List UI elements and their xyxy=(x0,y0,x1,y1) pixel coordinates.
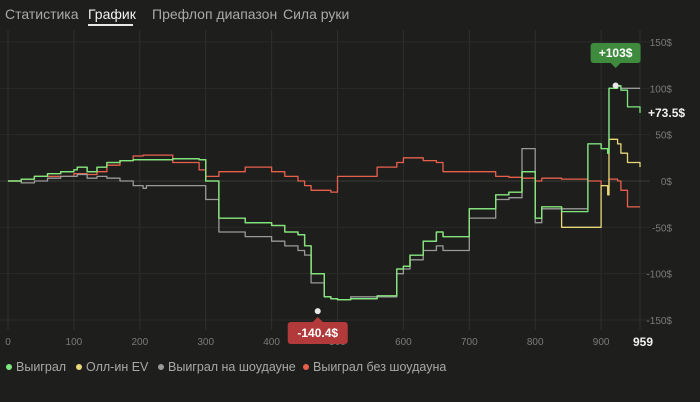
legend-dot-icon xyxy=(158,363,164,370)
x-tick-label: 700 xyxy=(461,337,478,348)
y-tick-label: 100$ xyxy=(650,84,673,95)
x-tick-label: 600 xyxy=(395,337,412,348)
tab-bar: Статистика График Префлоп диапазон Сила … xyxy=(0,0,700,32)
min-badge-pointer xyxy=(312,317,323,322)
x-tick-label: 0 xyxy=(5,337,11,348)
legend-item-allin-ev[interactable]: Олл-ин EV xyxy=(76,360,148,374)
min-badge xyxy=(287,322,348,344)
legend-label: Выиграл xyxy=(16,360,67,374)
x-tick-label: 800 xyxy=(527,337,544,348)
x-tick-label: 900 xyxy=(593,337,610,348)
max-badge-pointer xyxy=(610,63,621,68)
y-tick-label: -50$ xyxy=(652,223,672,234)
y-tick-label: -100$ xyxy=(646,270,672,281)
series-line-2 xyxy=(8,85,640,301)
legend-label: Выиграл без шоудауна xyxy=(313,360,447,374)
tab-preflop-range[interactable]: Префлоп диапазон xyxy=(152,6,278,22)
active-tab-underline xyxy=(88,24,133,26)
legend-item-no-showdown[interactable]: Выиграл без шоудауна xyxy=(303,360,446,374)
y-tick-label: 0$ xyxy=(661,177,673,188)
legend-label: Выиграл на шоудауне xyxy=(168,360,296,374)
series-line-0 xyxy=(8,84,641,301)
legend-dot-icon xyxy=(6,363,12,370)
y-tick-label: 150$ xyxy=(650,38,673,49)
legend-dot-icon xyxy=(76,363,82,370)
final-value-label: +73.5$ xyxy=(648,106,685,120)
legend: Выиграл Олл-ин EV Выиграл на шоудауне Вы… xyxy=(0,360,700,384)
y-tick-label: -150$ xyxy=(646,316,672,327)
y-tick-label: 50$ xyxy=(655,131,672,142)
max-value-label: +103$ xyxy=(599,46,633,60)
profit-chart: 0100200300400500600700800900959150$100$5… xyxy=(0,30,685,349)
x-tick-label: 300 xyxy=(197,337,214,348)
legend-dot-icon xyxy=(303,363,309,370)
max-point-marker xyxy=(612,82,619,89)
x-tick-label: 400 xyxy=(263,337,280,348)
legend-label: Олл-ин EV xyxy=(86,360,149,374)
min-point-marker xyxy=(314,308,321,315)
x-tick-label: 100 xyxy=(66,337,83,348)
x-end-label: 959 xyxy=(633,335,653,349)
max-badge xyxy=(590,43,641,63)
tab-statistics[interactable]: Статистика xyxy=(5,6,79,22)
legend-item-showdown[interactable]: Выиграл на шоудауне xyxy=(158,360,296,374)
min-value-label: -140.4$ xyxy=(297,326,338,340)
tab-hand-strength[interactable]: Сила руки xyxy=(283,6,350,22)
legend-item-won[interactable]: Выиграл xyxy=(6,360,66,374)
tab-graph[interactable]: График xyxy=(88,6,136,22)
x-tick-label: 200 xyxy=(131,337,148,348)
